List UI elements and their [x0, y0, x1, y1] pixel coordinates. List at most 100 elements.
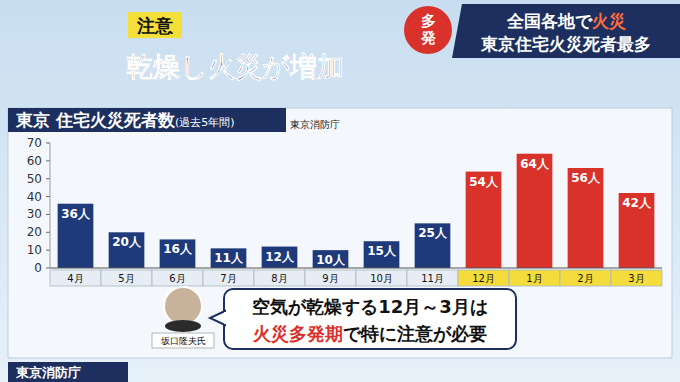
- chart-title-group: 東京 住宅火災死者数(過去5年間): [15, 110, 235, 130]
- speech-tail-cover: [224, 312, 227, 324]
- y-tick: [46, 160, 50, 161]
- category-cell: [407, 270, 458, 286]
- chart-panel: [8, 108, 672, 358]
- category-cell: [152, 270, 203, 286]
- x-tick-label: 3月: [628, 273, 644, 284]
- x-tick-label: 8月: [271, 273, 287, 284]
- data-label: 12人: [265, 250, 295, 264]
- y-tick: [46, 196, 50, 197]
- bar: [160, 239, 196, 268]
- bar: [211, 248, 247, 268]
- bar: [262, 247, 298, 268]
- speech-tail: [210, 311, 225, 325]
- speaker-avatar: [164, 287, 202, 325]
- bar: [619, 193, 655, 268]
- y-tick: [46, 250, 50, 251]
- page: 注意乾燥し火災が増加 多発 全国各地で火災東京住宅火災死者最多東京 住宅火災死者数(…: [0, 0, 680, 382]
- y-tick: [46, 268, 50, 269]
- speaker-suit: [165, 320, 201, 332]
- data-labels: 36人20人16人11人12人10人15人25人54人64人56人42人: [61, 157, 652, 267]
- bar: [568, 168, 604, 268]
- bar: [517, 154, 553, 268]
- callout-highlight: 火災多発期: [252, 323, 343, 344]
- bar: [313, 250, 349, 268]
- data-label: 10人: [316, 253, 346, 267]
- bars: [58, 154, 655, 268]
- footer-bar: [8, 362, 128, 382]
- x-tick-label: 11月: [421, 273, 444, 284]
- corner-char: 多: [421, 12, 436, 30]
- x-axis: [50, 268, 662, 269]
- y-tick: [46, 214, 50, 215]
- data-label: 20人: [112, 235, 142, 249]
- y-tick-label: 0: [34, 261, 42, 275]
- category-cell: [611, 270, 662, 286]
- y-tick-label: 60: [27, 154, 42, 168]
- bar: [415, 223, 451, 268]
- y-axis: [50, 143, 51, 268]
- source: 東京消防庁: [290, 119, 340, 130]
- corner-circle: [404, 6, 452, 54]
- bar: [466, 172, 502, 268]
- background: [0, 0, 680, 382]
- category-cell: [50, 270, 101, 286]
- x-tick-label: 7月: [220, 273, 236, 284]
- y-tick: [46, 143, 50, 144]
- x-tick-label: 6月: [169, 273, 185, 284]
- corner-label: 多発: [420, 12, 436, 47]
- badge: 注意: [136, 15, 174, 36]
- category-cell: [509, 270, 560, 286]
- category-cell: [254, 270, 305, 286]
- category-cell: [560, 270, 611, 286]
- y-tick-label: 10: [27, 243, 42, 257]
- banner-text: 全国各地で: [506, 11, 593, 31]
- speech-bubble: [224, 289, 516, 349]
- banner-line1: 全国各地で火災: [506, 11, 626, 31]
- data-label: 64人: [520, 157, 550, 171]
- callout-line1: 空気が乾燥する12月～3月は: [252, 296, 488, 317]
- y-tick: [46, 178, 50, 179]
- data-label: 25人: [418, 226, 448, 240]
- chart-subtitle: (過去5年間): [175, 116, 235, 129]
- x-tick-label: 5月: [118, 273, 134, 284]
- speaker-name: 坂口隆夫氏: [160, 336, 206, 346]
- title-bar: [8, 108, 286, 132]
- banner-highlight: 火災: [592, 11, 626, 31]
- y-tick-label: 30: [27, 207, 42, 221]
- corner-char: 発: [420, 29, 436, 47]
- data-label: 54人: [469, 175, 499, 189]
- data-label: 11人: [214, 251, 244, 265]
- y-tick-label: 20: [27, 225, 42, 239]
- y-tick: [46, 232, 50, 233]
- x-tick-label: 2月: [577, 273, 593, 284]
- callout-line2: 火災多発期で特に注意が必要: [252, 323, 487, 344]
- banner-line2: 東京住宅火災死者最多: [480, 34, 651, 54]
- bar: [109, 232, 145, 268]
- footer-label: 東京消防庁: [15, 365, 81, 380]
- bar: [58, 204, 94, 268]
- y-tick-label: 40: [27, 190, 42, 204]
- chart-title: 東京 住宅火災死者数: [15, 110, 176, 130]
- badge-box: [128, 12, 182, 38]
- x-tick-label: 4月: [67, 273, 83, 284]
- category-cell: [356, 270, 407, 286]
- y-tick-label: 70: [27, 136, 42, 150]
- headline: 乾燥し火災が増加: [126, 51, 344, 82]
- data-label: 36人: [61, 207, 91, 221]
- x-tick-label: 12月: [472, 273, 495, 284]
- data-label: 56人: [571, 171, 601, 185]
- x-tick-label: 9月: [322, 273, 338, 284]
- category-cell: [203, 270, 254, 286]
- speaker-plate: [152, 333, 214, 348]
- banner-box: [452, 4, 680, 58]
- data-label: 42人: [622, 196, 652, 210]
- category-cell: [305, 270, 356, 286]
- bar: [364, 241, 400, 268]
- x-tick-label: 1月: [526, 273, 542, 284]
- category-cell: [458, 270, 509, 286]
- category-cell: [101, 270, 152, 286]
- callout-rest: で特に注意が必要: [343, 323, 487, 344]
- data-label: 15人: [367, 244, 397, 258]
- x-tick-label: 10月: [370, 273, 393, 284]
- y-tick-label: 50: [27, 172, 42, 186]
